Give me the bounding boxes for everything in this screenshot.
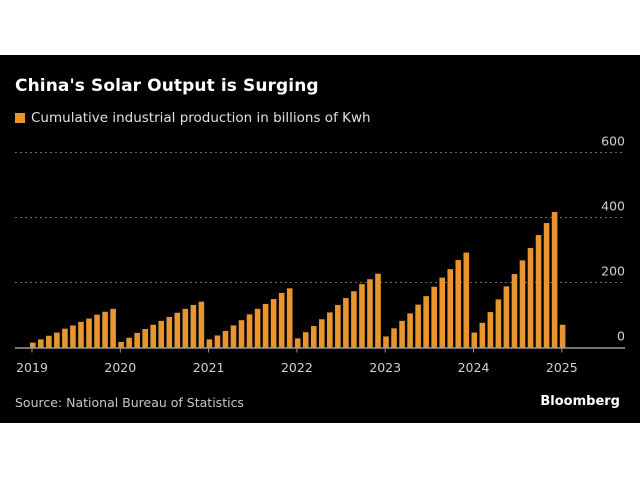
y-tick-label: 200 — [601, 264, 625, 279]
bar-2020-09 — [174, 312, 181, 348]
bar-2020-07 — [158, 320, 165, 348]
bar-2024-11 — [543, 223, 550, 348]
bar-2022-07 — [335, 304, 341, 348]
y-tick-label: 0 — [617, 329, 625, 344]
bar-2022-04 — [310, 326, 317, 348]
bar-2023-10 — [447, 269, 454, 348]
bar-2019-10 — [94, 314, 100, 348]
bar-2020-12 — [198, 301, 205, 348]
bar-2021-08 — [254, 308, 261, 348]
bar-2020-08 — [166, 316, 173, 348]
bar-2020-06 — [150, 324, 157, 348]
chart-title: China's Solar Output is Surging — [15, 76, 319, 96]
bar-2023-04 — [399, 320, 405, 348]
bar-2023-09 — [439, 277, 446, 348]
bar-2023-08 — [431, 286, 437, 348]
bar-2022-02 — [294, 338, 301, 348]
bar-2021-03 — [214, 335, 221, 348]
bar-2022-06 — [327, 312, 333, 348]
bar-2022-10 — [359, 284, 365, 348]
bar-2020-03 — [126, 337, 132, 348]
bar-2022-08 — [343, 298, 349, 348]
x-tick-label: 2023 — [369, 360, 401, 375]
bar-2023-07 — [423, 296, 429, 348]
x-tick-label: 2025 — [546, 360, 578, 375]
x-tick-label: 2019 — [16, 360, 48, 375]
legend-swatch — [15, 113, 25, 123]
x-tick-label: 2020 — [104, 360, 136, 375]
y-tick-label: 400 — [601, 199, 625, 214]
bar-2021-09 — [262, 303, 269, 348]
bar-2020-02 — [118, 341, 124, 348]
bar-2024-10 — [535, 235, 542, 348]
x-tick-label: 2024 — [458, 360, 490, 375]
bar-2024-05 — [495, 299, 502, 348]
bar-2024-03 — [479, 322, 486, 348]
bar-2021-06 — [238, 320, 245, 348]
bar-2024-09 — [527, 248, 534, 348]
y-tick-label: 600 — [601, 134, 625, 149]
bar-2022-11 — [367, 279, 373, 348]
bar-2021-07 — [246, 314, 253, 348]
legend: Cumulative industrial production in bill… — [15, 110, 371, 126]
bar-2020-04 — [134, 332, 140, 348]
bar-2019-11 — [102, 311, 108, 348]
bar-2023-02 — [383, 336, 389, 348]
bar-2021-10 — [270, 299, 277, 348]
bar-2022-03 — [302, 332, 309, 348]
bar-2024-12 — [551, 211, 558, 348]
bar-2019-06 — [62, 328, 68, 348]
bar-2021-05 — [230, 325, 237, 348]
bar-2019-09 — [86, 318, 92, 348]
bar-2021-04 — [222, 330, 229, 348]
bar-2024-04 — [487, 312, 494, 348]
bar-2022-09 — [351, 291, 357, 348]
bar-2019-02 — [30, 342, 36, 348]
bar-2021-12 — [286, 288, 293, 348]
bar-2024-06 — [503, 286, 510, 348]
x-tick-label: 2021 — [193, 360, 225, 375]
legend-label: Cumulative industrial production in bill… — [31, 110, 371, 126]
bar-2019-07 — [70, 325, 76, 348]
bar-2023-12 — [463, 252, 470, 348]
bar-2024-07 — [511, 274, 518, 348]
bar-2023-05 — [407, 313, 413, 348]
chart-background — [0, 55, 640, 423]
bar-2020-10 — [182, 308, 189, 348]
bar-2025-02 — [559, 324, 566, 348]
bar-2021-02 — [206, 339, 213, 348]
source-note: Source: National Bureau of Statistics — [15, 395, 244, 410]
bar-2019-12 — [110, 308, 116, 348]
bar-2019-05 — [54, 332, 60, 348]
bar-2019-08 — [78, 321, 84, 348]
bar-2023-06 — [415, 304, 421, 348]
bar-2024-08 — [519, 260, 526, 348]
bar-2024-02 — [471, 332, 478, 348]
bar-2023-11 — [455, 260, 462, 348]
bar-2023-03 — [391, 328, 397, 348]
x-tick-label: 2022 — [281, 360, 313, 375]
bar-2019-04 — [46, 335, 52, 348]
bar-2019-03 — [38, 339, 44, 348]
bloomberg-logo: Bloomberg — [540, 394, 620, 409]
bar-2020-11 — [190, 304, 197, 348]
bar-2020-05 — [142, 328, 148, 348]
bar-2021-11 — [278, 292, 285, 348]
bar-2022-05 — [318, 319, 325, 348]
bar-2022-12 — [375, 273, 381, 348]
